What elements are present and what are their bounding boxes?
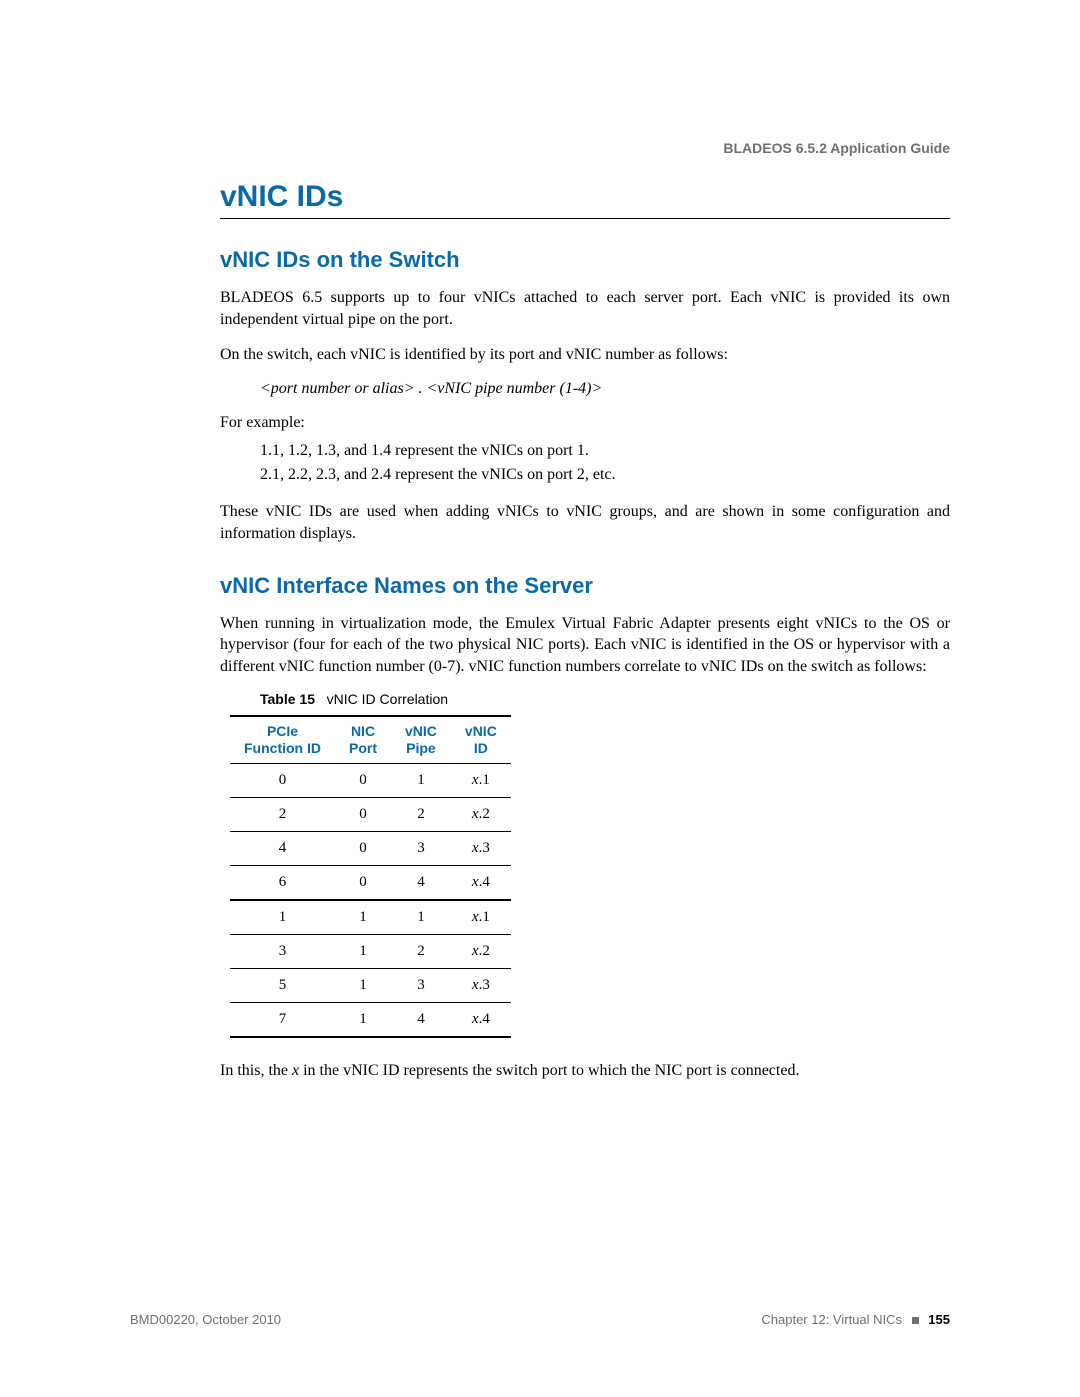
table-row: 7 1 4 x.4 xyxy=(230,1002,511,1037)
th-line2: Pipe xyxy=(406,740,436,756)
th-vnic-pipe: vNIC Pipe xyxy=(391,716,451,763)
vnic-x: x xyxy=(472,977,479,993)
cell-port: 0 xyxy=(335,763,391,797)
vnic-correlation-table: PCIe Function ID NIC Port vNIC Pipe vNIC… xyxy=(230,715,511,1038)
cell-pipe: 3 xyxy=(391,831,451,865)
table-title: vNIC ID Correlation xyxy=(327,691,448,707)
doc-header: BLADEOS 6.5.2 Application Guide xyxy=(723,140,950,156)
cell-port: 0 xyxy=(335,797,391,831)
paragraph: These vNIC IDs are used when adding vNIC… xyxy=(220,501,950,544)
th-vnic-id: vNIC ID xyxy=(451,716,511,763)
cell-func: 6 xyxy=(230,865,335,900)
cell-vnic-id: x.4 xyxy=(451,865,511,900)
cell-port: 0 xyxy=(335,865,391,900)
cell-pipe: 3 xyxy=(391,968,451,1002)
th-nic-port: NIC Port xyxy=(335,716,391,763)
heading-sub-server: vNIC Interface Names on the Server xyxy=(220,573,950,599)
cell-vnic-id: x.3 xyxy=(451,831,511,865)
vnic-suffix: .2 xyxy=(479,943,490,959)
vnic-suffix: .1 xyxy=(479,909,490,925)
vnic-suffix: .3 xyxy=(479,840,490,856)
text-span: In this, the xyxy=(220,1062,292,1079)
cell-func: 1 xyxy=(230,900,335,935)
th-line2: ID xyxy=(474,740,488,756)
cell-port: 1 xyxy=(335,968,391,1002)
cell-port: 1 xyxy=(335,900,391,935)
table-number: Table 15 xyxy=(260,691,315,707)
vnic-x: x xyxy=(472,1011,479,1027)
vnic-suffix: .4 xyxy=(479,1011,490,1027)
th-line1: PCIe xyxy=(267,723,298,739)
heading-sub-switch: vNIC IDs on the Switch xyxy=(220,247,950,273)
paragraph: In this, the x in the vNIC ID represents… xyxy=(220,1060,950,1082)
cell-pipe: 2 xyxy=(391,934,451,968)
th-line1: vNIC xyxy=(405,723,437,739)
cell-pipe: 2 xyxy=(391,797,451,831)
vnic-x: x xyxy=(472,840,479,856)
th-pcie-function-id: PCIe Function ID xyxy=(230,716,335,763)
table-row: 2 0 2 x.2 xyxy=(230,797,511,831)
th-line2: Port xyxy=(349,740,377,756)
cell-func: 4 xyxy=(230,831,335,865)
vnic-x: x xyxy=(472,806,479,822)
footer-left: BMD00220, October 2010 xyxy=(130,1312,281,1327)
footer-right: Chapter 12: Virtual NICs 155 xyxy=(761,1312,950,1327)
page-footer: BMD00220, October 2010 Chapter 12: Virtu… xyxy=(130,1312,950,1327)
paragraph: BLADEOS 6.5 supports up to four vNICs at… xyxy=(220,287,950,330)
cell-func: 5 xyxy=(230,968,335,1002)
cell-port: 1 xyxy=(335,1002,391,1037)
cell-vnic-id: x.2 xyxy=(451,797,511,831)
table-caption: Table 15 vNIC ID Correlation xyxy=(260,691,950,707)
cell-port: 1 xyxy=(335,934,391,968)
cell-pipe: 4 xyxy=(391,865,451,900)
cell-func: 0 xyxy=(230,763,335,797)
vnic-suffix: .1 xyxy=(479,772,490,788)
heading-main: vNIC IDs xyxy=(220,180,950,219)
cell-vnic-id: x.1 xyxy=(451,900,511,935)
cell-pipe: 1 xyxy=(391,763,451,797)
table-header-row: PCIe Function ID NIC Port vNIC Pipe vNIC… xyxy=(230,716,511,763)
paragraph: When running in virtualization mode, the… xyxy=(220,613,950,678)
th-line1: NIC xyxy=(351,723,375,739)
cell-vnic-id: x.4 xyxy=(451,1002,511,1037)
table-row: 4 0 3 x.3 xyxy=(230,831,511,865)
cell-port: 0 xyxy=(335,831,391,865)
cell-pipe: 4 xyxy=(391,1002,451,1037)
table-row: 6 0 4 x.4 xyxy=(230,865,511,900)
th-line2: Function ID xyxy=(244,740,321,756)
example-line: 1.1, 1.2, 1.3, and 1.4 represent the vNI… xyxy=(260,439,950,463)
cell-func: 3 xyxy=(230,934,335,968)
table-body: 0 0 1 x.1 2 0 2 x.2 4 0 3 x.3 xyxy=(230,763,511,1037)
square-icon xyxy=(912,1317,919,1324)
cell-func: 7 xyxy=(230,1002,335,1037)
vnic-suffix: .2 xyxy=(479,806,490,822)
vnic-x: x xyxy=(472,943,479,959)
table-row: 0 0 1 x.1 xyxy=(230,763,511,797)
format-syntax: <port number or alias> . <vNIC pipe numb… xyxy=(260,380,950,398)
table-row: 1 1 1 x.1 xyxy=(230,900,511,935)
table-row: 5 1 3 x.3 xyxy=(230,968,511,1002)
cell-vnic-id: x.3 xyxy=(451,968,511,1002)
cell-func: 2 xyxy=(230,797,335,831)
cell-pipe: 1 xyxy=(391,900,451,935)
vnic-x: x xyxy=(472,874,479,890)
cell-vnic-id: x.2 xyxy=(451,934,511,968)
example-line: 2.1, 2.2, 2.3, and 2.4 represent the vNI… xyxy=(260,463,950,487)
footer-page-number: 155 xyxy=(928,1312,950,1327)
th-line1: vNIC xyxy=(465,723,497,739)
example-block: 1.1, 1.2, 1.3, and 1.4 represent the vNI… xyxy=(260,439,950,487)
vnic-x: x xyxy=(472,772,479,788)
paragraph: For example: xyxy=(220,412,950,434)
footer-chapter: Chapter 12: Virtual NICs xyxy=(761,1312,902,1327)
vnic-x: x xyxy=(472,909,479,925)
table-row: 3 1 2 x.2 xyxy=(230,934,511,968)
vnic-suffix: .4 xyxy=(479,874,490,890)
vnic-suffix: .3 xyxy=(479,977,490,993)
page-content: vNIC IDs vNIC IDs on the Switch BLADEOS … xyxy=(220,180,950,1082)
document-page: BLADEOS 6.5.2 Application Guide vNIC IDs… xyxy=(0,0,1080,1397)
paragraph: On the switch, each vNIC is identified b… xyxy=(220,344,950,366)
cell-vnic-id: x.1 xyxy=(451,763,511,797)
text-span: in the vNIC ID represents the switch por… xyxy=(299,1062,799,1079)
